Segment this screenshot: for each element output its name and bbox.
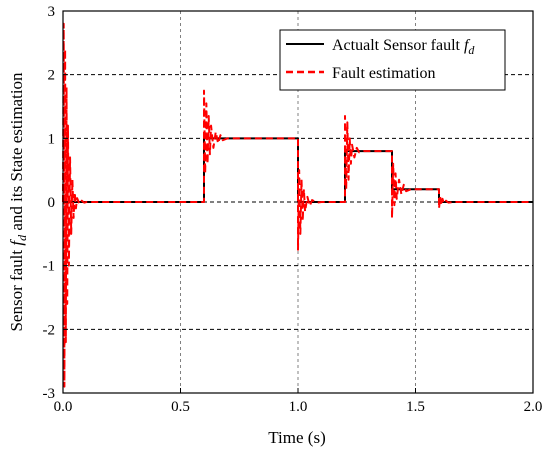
- y-axis-label-symbol: f: [7, 239, 26, 246]
- x-axis-label: Time (s): [268, 428, 325, 447]
- y-tick-label: 1: [48, 131, 56, 147]
- y-tick-label: 2: [48, 68, 56, 84]
- ticks: 0.0 0.5 1.0 1.5 2.0 -3 -2 -1 0 1 2 3: [43, 4, 543, 415]
- legend-box: [279, 29, 506, 91]
- y-axis-label-suffix: and its State estimation: [7, 72, 26, 235]
- legend-label-actual-prefix: Actualt Sensor fault: [332, 37, 464, 54]
- y-axis-label-subscript: d: [15, 234, 29, 241]
- y-tick-label: -3: [43, 386, 56, 402]
- series-line-estimation: [62, 22, 533, 388]
- x-tick-label: 2.0: [524, 399, 543, 415]
- y-axis-label: Sensor fault fd and its State estimation: [7, 72, 29, 332]
- y-tick-label: -2: [43, 322, 56, 338]
- series-layer: [62, 22, 533, 388]
- y-axis-label-prefix: Sensor fault: [7, 246, 26, 332]
- x-tick-label: 1.5: [406, 399, 425, 415]
- legend-label-actual-symbol: f: [464, 37, 471, 54]
- legend-label-actual-subscript: d: [468, 43, 475, 57]
- legend: Actualt Sensor fault fd Fault estimation: [279, 29, 506, 91]
- y-tick-label: 0: [48, 195, 56, 211]
- legend-label-actual: Actualt Sensor fault fd: [332, 37, 475, 57]
- legend-label-estimation: Fault estimation: [332, 65, 436, 82]
- x-tick-label: 0.0: [54, 399, 73, 415]
- x-tick-label: 1.0: [289, 399, 308, 415]
- y-tick-label: 3: [48, 4, 56, 20]
- y-tick-label: -1: [43, 259, 56, 275]
- x-tick-label: 0.5: [171, 399, 190, 415]
